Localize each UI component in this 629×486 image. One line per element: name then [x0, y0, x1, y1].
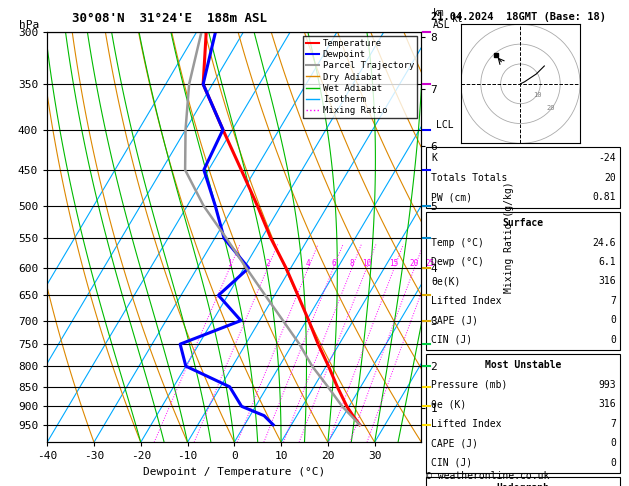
Text: 20: 20 — [604, 173, 616, 183]
Text: LCL: LCL — [437, 120, 454, 130]
Text: 25: 25 — [426, 259, 435, 268]
Text: 0: 0 — [610, 438, 616, 448]
Legend: Temperature, Dewpoint, Parcel Trajectory, Dry Adiabat, Wet Adiabat, Isotherm, Mi: Temperature, Dewpoint, Parcel Trajectory… — [303, 36, 417, 118]
Text: CIN (J): CIN (J) — [431, 335, 472, 345]
Text: 10: 10 — [533, 92, 542, 98]
Text: Hodograph: Hodograph — [496, 484, 550, 486]
Text: 8: 8 — [350, 259, 354, 268]
Text: 0: 0 — [610, 335, 616, 345]
Text: Mixing Ratio (g/kg): Mixing Ratio (g/kg) — [504, 181, 514, 293]
Text: 7: 7 — [610, 419, 616, 429]
Text: 993: 993 — [598, 380, 616, 390]
Text: 24.6: 24.6 — [593, 238, 616, 247]
Text: hPa: hPa — [19, 19, 40, 30]
Text: 316: 316 — [598, 399, 616, 409]
Text: 6: 6 — [331, 259, 336, 268]
Text: 4: 4 — [306, 259, 311, 268]
Text: 0: 0 — [610, 315, 616, 325]
Text: θe (K): θe (K) — [431, 399, 467, 409]
Text: 10: 10 — [362, 259, 371, 268]
Text: Dewp (°C): Dewp (°C) — [431, 257, 484, 267]
Text: CIN (J): CIN (J) — [431, 458, 472, 468]
Text: 0.81: 0.81 — [593, 192, 616, 202]
Text: Temp (°C): Temp (°C) — [431, 238, 484, 247]
Text: Totals Totals: Totals Totals — [431, 173, 508, 183]
Text: PW (cm): PW (cm) — [431, 192, 472, 202]
Text: kt: kt — [452, 14, 463, 24]
Text: 20: 20 — [547, 104, 555, 111]
Text: 316: 316 — [598, 277, 616, 286]
Text: 6.1: 6.1 — [598, 257, 616, 267]
Text: 1: 1 — [227, 259, 232, 268]
Text: 2: 2 — [265, 259, 270, 268]
Text: θe(K): θe(K) — [431, 277, 461, 286]
Text: © weatheronline.co.uk: © weatheronline.co.uk — [426, 471, 550, 481]
Text: K: K — [431, 154, 437, 163]
Text: CAPE (J): CAPE (J) — [431, 438, 479, 448]
Text: 21.04.2024  18GMT (Base: 18): 21.04.2024 18GMT (Base: 18) — [431, 12, 606, 22]
Text: 30°08'N  31°24'E  188m ASL: 30°08'N 31°24'E 188m ASL — [72, 12, 267, 25]
Text: 7: 7 — [610, 296, 616, 306]
Text: Most Unstable: Most Unstable — [485, 361, 561, 370]
Text: 15: 15 — [389, 259, 399, 268]
X-axis label: Dewpoint / Temperature (°C): Dewpoint / Temperature (°C) — [143, 467, 325, 477]
Text: km
ASL: km ASL — [433, 8, 450, 30]
Text: 20: 20 — [410, 259, 419, 268]
Text: CAPE (J): CAPE (J) — [431, 315, 479, 325]
Text: 0: 0 — [610, 458, 616, 468]
Text: Surface: Surface — [503, 218, 543, 228]
Text: Pressure (mb): Pressure (mb) — [431, 380, 508, 390]
Text: -24: -24 — [598, 154, 616, 163]
Text: Lifted Index: Lifted Index — [431, 419, 502, 429]
Text: Lifted Index: Lifted Index — [431, 296, 502, 306]
